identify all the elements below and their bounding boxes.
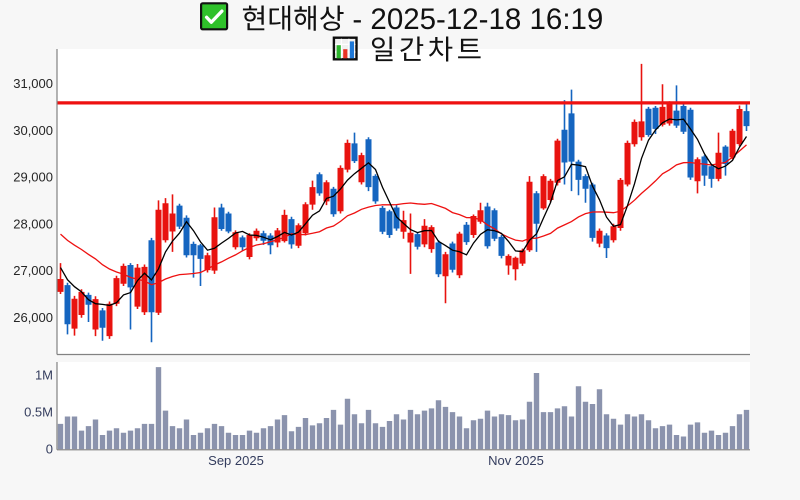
svg-text:- 2025-12-18 16:19: - 2025-12-18 16:19	[352, 3, 603, 36]
svg-text:26,000: 26,000	[13, 310, 53, 325]
svg-text:30,000: 30,000	[13, 123, 53, 138]
svg-text:Sep 2025: Sep 2025	[208, 453, 264, 468]
svg-text:27,000: 27,000	[13, 263, 53, 278]
svg-text:28,000: 28,000	[13, 216, 53, 231]
svg-text:Nov 2025: Nov 2025	[488, 453, 544, 468]
svg-text:29,000: 29,000	[13, 170, 53, 185]
svg-text:31,000: 31,000	[13, 76, 53, 91]
svg-text:0: 0	[46, 442, 53, 457]
svg-text:1M: 1M	[35, 368, 53, 383]
svg-text:0.5M: 0.5M	[24, 405, 53, 420]
